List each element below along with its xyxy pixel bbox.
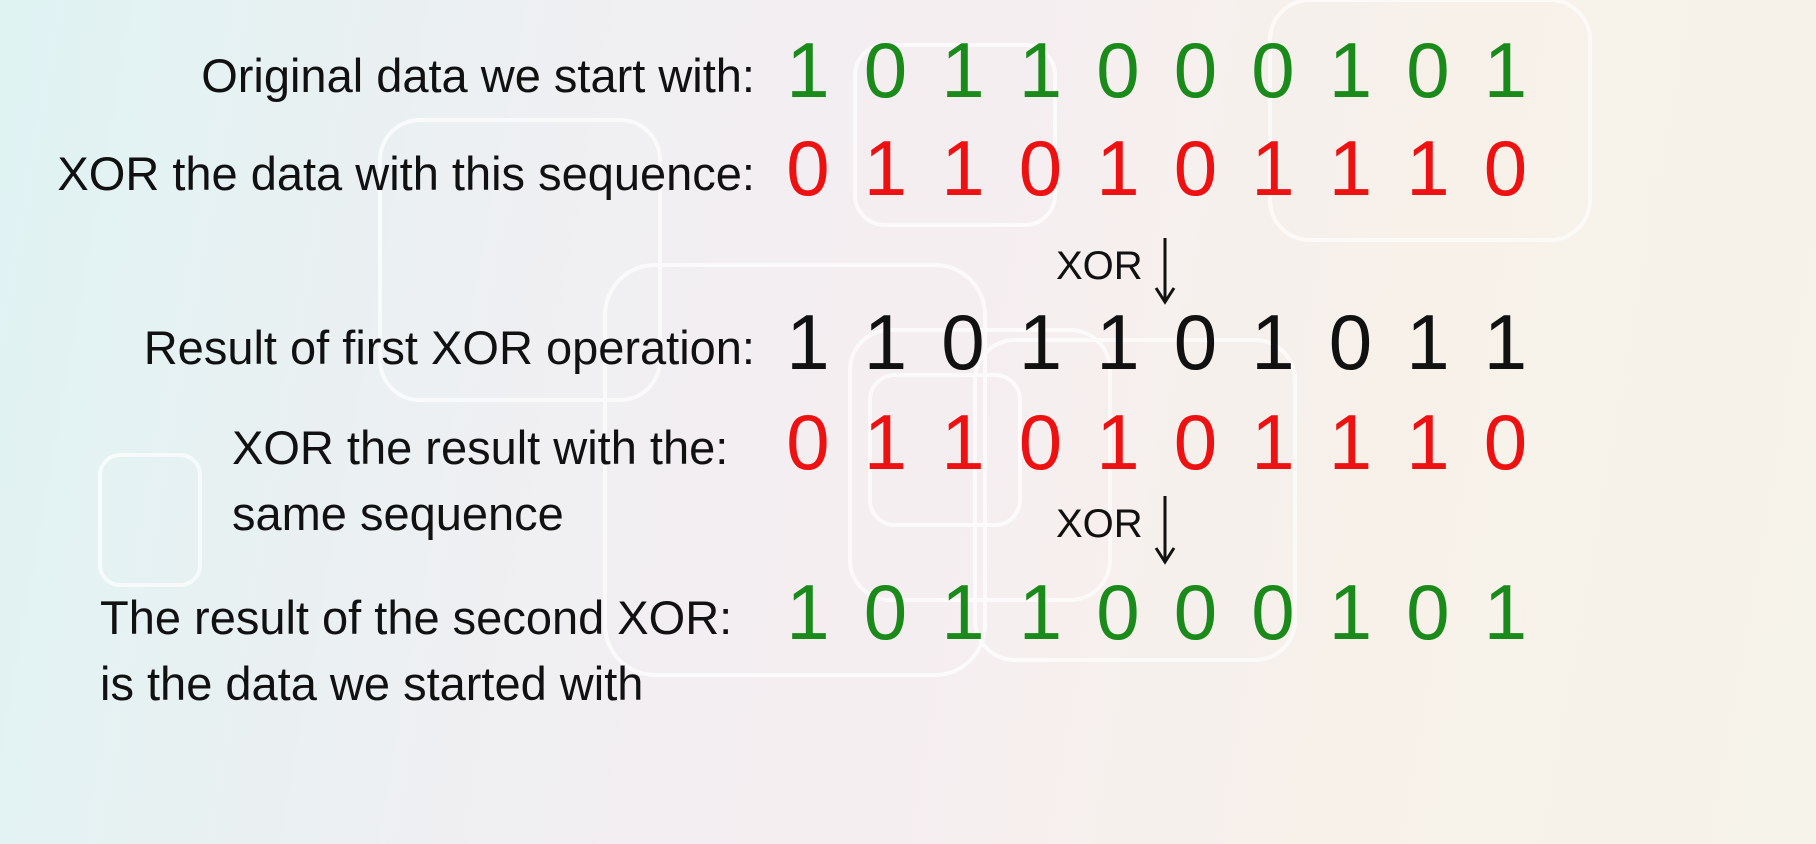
bit: 0 xyxy=(1173,298,1218,386)
bit: 0 xyxy=(1096,568,1140,656)
bit: 1 xyxy=(941,26,985,114)
bit: 0 xyxy=(1251,26,1295,114)
bit: 0 xyxy=(1173,124,1218,212)
bit: 0 xyxy=(1096,26,1140,114)
bit: 0 xyxy=(1173,398,1218,486)
bit: 1 xyxy=(1406,124,1450,212)
bit: 0 xyxy=(1251,568,1295,656)
bit: 0 xyxy=(1018,398,1063,486)
bit: 1 xyxy=(863,298,908,386)
xor-operator: XOR xyxy=(1056,502,1143,546)
bit: 1 xyxy=(1251,298,1295,386)
bit: 1 xyxy=(786,568,830,656)
bit: 1 xyxy=(1483,298,1528,386)
row-label: XOR the result with the: same sequence xyxy=(232,420,728,542)
bit: 1 xyxy=(1096,124,1140,212)
bit: 1 xyxy=(863,398,908,486)
bit: 0 xyxy=(1406,568,1450,656)
bit: 0 xyxy=(863,26,908,114)
bit: 1 xyxy=(1251,398,1295,486)
row-label: The result of the second XOR: is the dat… xyxy=(100,590,732,712)
bit: 0 xyxy=(863,568,908,656)
bit: 1 xyxy=(1406,298,1450,386)
row-label: Original data we start with: xyxy=(201,49,755,102)
bit: 0 xyxy=(941,298,985,386)
bit: 1 xyxy=(1406,398,1450,486)
bit: 0 xyxy=(1018,124,1063,212)
bit: 1 xyxy=(1096,298,1140,386)
bit: 1 xyxy=(941,568,985,656)
bit: 1 xyxy=(1328,568,1373,656)
bit: 0 xyxy=(1173,26,1218,114)
bit: 1 xyxy=(786,298,830,386)
bit: 0 xyxy=(1483,124,1528,212)
bit: 0 xyxy=(1328,298,1373,386)
label-line: same sequence xyxy=(232,487,564,540)
bit: 0 xyxy=(1406,26,1450,114)
bit: 0 xyxy=(1483,398,1528,486)
label-line: is the data we started with xyxy=(100,657,644,710)
label-line: XOR the result with the: xyxy=(232,421,729,474)
bit: 0 xyxy=(786,398,830,486)
bit: 1 xyxy=(1018,298,1063,386)
bit: 1 xyxy=(863,124,908,212)
bit: 1 xyxy=(941,124,985,212)
bit: 1 xyxy=(1328,26,1373,114)
bit: 1 xyxy=(1328,398,1373,486)
label-line: The result of the second XOR: xyxy=(100,591,733,644)
bit: 1 xyxy=(1018,26,1063,114)
xor-operator: XOR xyxy=(1056,244,1143,288)
bit: 1 xyxy=(1018,568,1063,656)
bit: 0 xyxy=(786,124,830,212)
bit: 1 xyxy=(1483,26,1528,114)
bit: 1 xyxy=(941,398,985,486)
bit: 1 xyxy=(1096,398,1140,486)
bit: 1 xyxy=(1251,124,1295,212)
bit: 0 xyxy=(1173,568,1218,656)
bit: 1 xyxy=(786,26,830,114)
row-label: Result of first XOR operation: xyxy=(143,321,755,374)
bit: 1 xyxy=(1328,124,1373,212)
bit: 1 xyxy=(1483,568,1528,656)
row-label: XOR the data with this sequence: xyxy=(57,147,755,200)
